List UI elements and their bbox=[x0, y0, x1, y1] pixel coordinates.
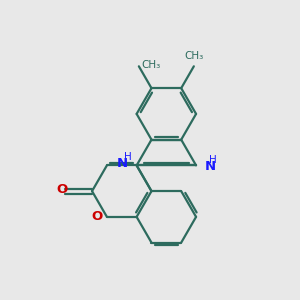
Text: CH₃: CH₃ bbox=[184, 51, 203, 61]
Text: H: H bbox=[124, 152, 132, 162]
Text: N: N bbox=[117, 158, 128, 170]
Text: CH₃: CH₃ bbox=[142, 60, 161, 70]
Text: O: O bbox=[56, 183, 67, 196]
Text: N: N bbox=[204, 160, 215, 173]
Text: O: O bbox=[92, 210, 103, 224]
Text: H: H bbox=[208, 155, 216, 165]
